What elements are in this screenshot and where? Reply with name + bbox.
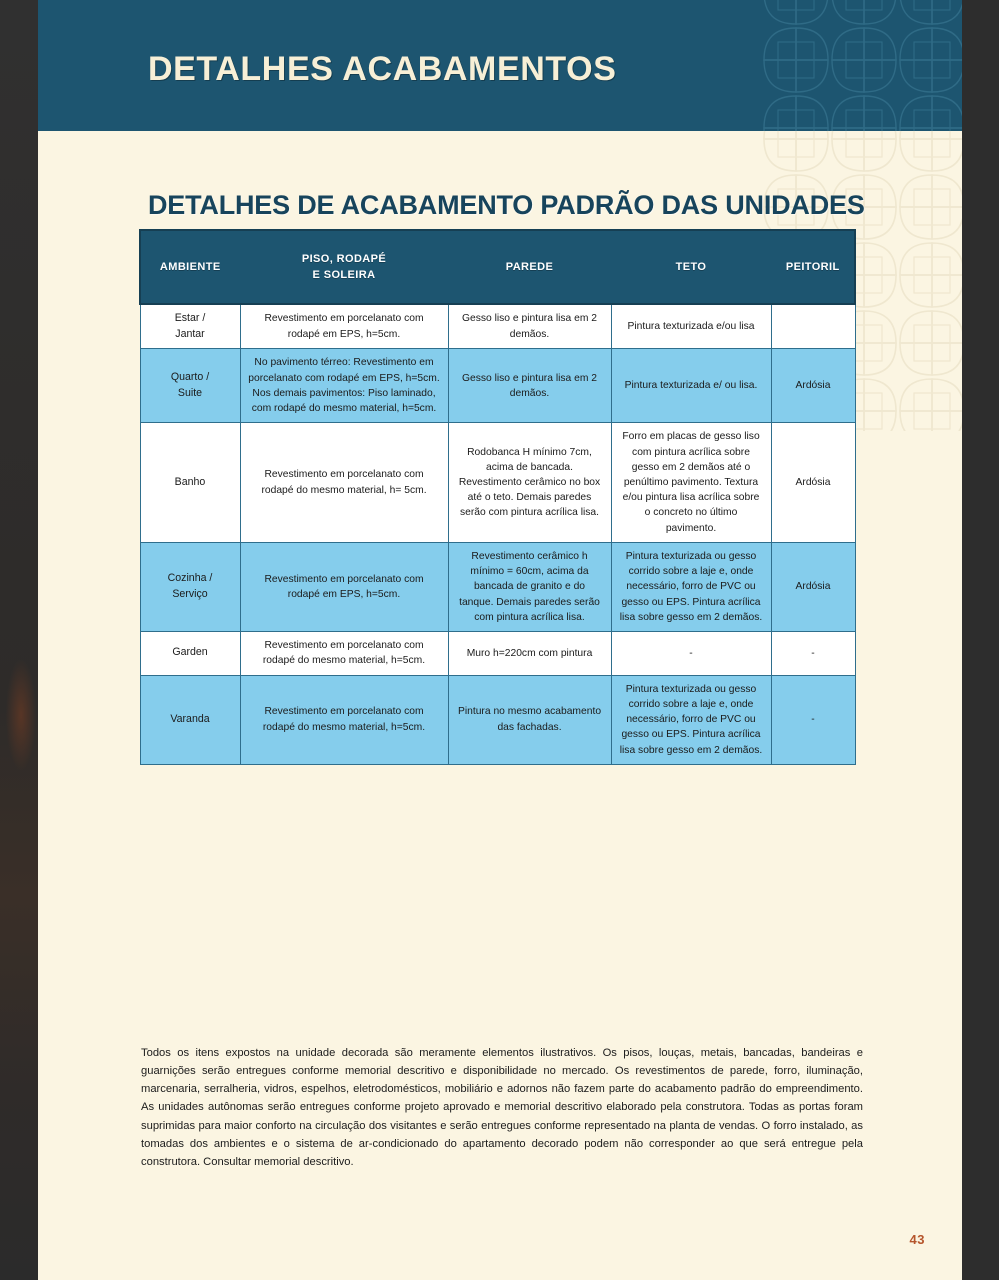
table-row: Banho Revestimento em porcelanato com ro…: [139, 422, 856, 543]
cell-parede: Pintura no mesmo acabamento das fachadas…: [447, 674, 612, 765]
gutter-glow: [6, 660, 36, 770]
cell-teto: Pintura texturizada e/ou lisa: [610, 303, 772, 350]
cell-peitoril: -: [770, 674, 856, 765]
cell-teto: Forro em placas de gesso liso com pintur…: [610, 422, 772, 543]
cell-parede: Rodobanca H mínimo 7cm, acima de bancada…: [447, 422, 612, 543]
cell-piso: Revestimento em porcelanato com rodapé d…: [239, 631, 449, 676]
page-header-band: DETALHES ACABAMENTOS: [38, 0, 962, 131]
cell-ambiente: Garden: [139, 631, 241, 676]
brochure-page: DETALHES ACABAMENTOS DETALHE: [38, 0, 962, 1280]
table-row: Cozinha / Serviço Revestimento em porcel…: [139, 541, 856, 633]
column-header-peitoril: PEITORIL: [770, 229, 856, 305]
decorative-quatrefoil-pattern-icon: [763, 0, 962, 131]
cell-piso: No pavimento térreo: Revestimento em por…: [239, 348, 449, 424]
disclaimer-text: Todos os itens expostos na unidade decor…: [141, 1047, 863, 1168]
cell-ambiente-line2: Jantar: [175, 327, 205, 340]
cell-ambiente-line1: Varanda: [170, 712, 210, 725]
cell-parede: Muro h=220cm com pintura: [447, 631, 612, 676]
cell-ambiente: Estar / Jantar: [139, 303, 241, 350]
cell-peitoril: [770, 303, 856, 350]
table-header: AMBIENTE PISO, RODAPÉ E SOLEIRA PAREDE T…: [139, 229, 856, 305]
column-header-piso-line2: E SOLEIRA: [312, 269, 376, 281]
cell-teto: Pintura texturizada e/ ou lisa.: [610, 348, 772, 424]
cell-peitoril: Ardósia: [770, 422, 856, 543]
cell-peitoril: Ardósia: [770, 541, 856, 633]
table-body: Estar / Jantar Revestimento em porcelana…: [139, 303, 856, 765]
cell-ambiente-line1: Banho: [174, 475, 206, 488]
cell-teto: Pintura texturizada ou gesso corrido sob…: [610, 674, 772, 765]
cell-teto: -: [610, 631, 772, 676]
cell-ambiente-line1: Estar /: [174, 312, 206, 324]
column-header-teto: TETO: [610, 229, 772, 305]
finishes-table: AMBIENTE PISO, RODAPÉ E SOLEIRA PAREDE T…: [139, 229, 856, 765]
cell-parede: Gesso liso e pintura lisa em 2 demãos.: [447, 303, 612, 350]
column-header-piso-rodape-soleira: PISO, RODAPÉ E SOLEIRA: [239, 229, 449, 305]
cell-peitoril: Ardósia: [770, 348, 856, 424]
cell-ambiente-line2: Suite: [177, 386, 203, 399]
cell-ambiente-line2: Serviço: [172, 588, 208, 600]
page-title: DETALHES ACABAMENTOS: [148, 50, 617, 88]
cell-piso: Revestimento em porcelanato com rodapé e…: [239, 541, 449, 633]
column-header-ambiente: AMBIENTE: [139, 229, 241, 305]
cell-teto: Pintura texturizada ou gesso corrido sob…: [610, 541, 772, 633]
cell-peitoril: -: [770, 631, 856, 676]
cell-piso: Revestimento em porcelanato com rodapé d…: [239, 674, 449, 765]
viewer-right-gutter: [962, 0, 999, 1280]
cell-piso: Revestimento em porcelanato com rodapé d…: [239, 422, 449, 543]
cell-ambiente: Quarto / Suite: [139, 348, 241, 424]
cell-parede: Gesso liso e pintura lisa em 2 demãos.: [447, 348, 612, 424]
table-row: Estar / Jantar Revestimento em porcelana…: [139, 303, 856, 350]
cell-ambiente: Cozinha / Serviço: [139, 541, 241, 633]
cell-ambiente-line1: Garden: [172, 646, 208, 659]
page-number: 43: [909, 1232, 925, 1247]
column-header-parede: PAREDE: [447, 229, 612, 305]
column-header-piso-line1: PISO, RODAPÉ: [301, 252, 387, 265]
cell-parede: Revestimento cerâmico h mínimo = 60cm, a…: [447, 541, 612, 633]
table-header-row: AMBIENTE PISO, RODAPÉ E SOLEIRA PAREDE T…: [139, 229, 856, 305]
viewer-left-gutter: [0, 0, 38, 1280]
cell-piso: Revestimento em porcelanato com rodapé e…: [239, 303, 449, 350]
cell-ambiente: Banho: [139, 422, 241, 543]
table-row: Garden Revestimento em porcelanato com r…: [139, 631, 856, 676]
cell-ambiente-line1: Quarto /: [170, 371, 210, 384]
table-row: Varanda Revestimento em porcelanato com …: [139, 674, 856, 765]
section-heading: DETALHES DE ACABAMENTO PADRÃO DAS UNIDAD…: [148, 190, 865, 220]
table-row: Quarto / Suite No pavimento térreo: Reve…: [139, 348, 856, 424]
cell-ambiente-line1: Cozinha /: [167, 572, 213, 585]
cell-ambiente: Varanda: [139, 674, 241, 765]
